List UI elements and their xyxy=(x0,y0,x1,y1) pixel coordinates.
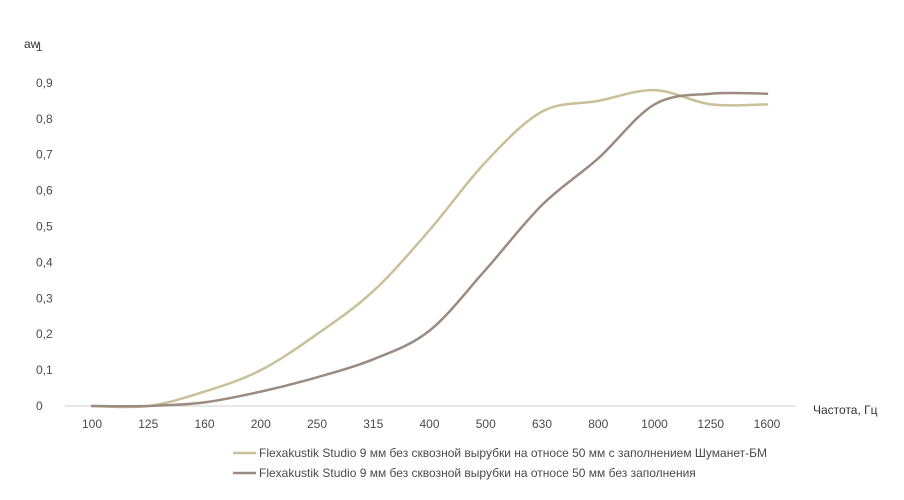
x-tick-label: 1600 xyxy=(754,417,781,431)
x-tick-label: 1250 xyxy=(697,417,724,431)
y-tick-label: 1 xyxy=(36,40,43,54)
y-axis-title: aw xyxy=(24,37,40,51)
y-tick-label: 0,2 xyxy=(36,327,53,341)
series-lines xyxy=(90,88,769,409)
y-tick-label: 0,4 xyxy=(36,255,53,269)
x-tick-labels: 100 125 160 200 250 315 400 500 630 800 1000 1250 16… xyxy=(82,417,781,431)
y-tick-label: 0,3 xyxy=(36,291,53,305)
y-tick-label: 0,5 xyxy=(36,220,53,234)
x-tick-label: 200 xyxy=(251,417,271,431)
x-tick-label: 250 xyxy=(307,417,327,431)
x-tick-label: 125 xyxy=(138,417,158,431)
x-tick-label: 630 xyxy=(532,417,552,431)
x-tick-label: 100 xyxy=(82,417,102,431)
legend-label-1: Flexakustik Studio 9 мм без сквозной выр… xyxy=(259,446,767,460)
x-tick-label: 500 xyxy=(476,417,496,431)
y-tick-label: 0,9 xyxy=(36,76,53,90)
y-tick-label: 0,7 xyxy=(36,148,53,162)
y-tick-label: 0,8 xyxy=(36,112,53,126)
x-tick-label: 1000 xyxy=(641,417,668,431)
y-tick-label: 0,6 xyxy=(36,184,53,198)
y-tick-label: 0,1 xyxy=(36,363,53,377)
y-tick-label: 0 xyxy=(36,399,43,413)
y-tick-labels: 0 0,1 0,2 0,3 0,4 0,5 0,6 0,7 0,8 0,9 1 xyxy=(36,40,53,413)
legend: Flexakustik Studio 9 мм без сквозной выр… xyxy=(233,446,767,480)
series-line-1 xyxy=(90,88,769,409)
legend-label-2: Flexakustik Studio 9 мм без сквозной выр… xyxy=(259,466,696,480)
x-tick-label: 315 xyxy=(363,417,383,431)
x-tick-label: 160 xyxy=(194,417,214,431)
series-line-2 xyxy=(90,91,769,408)
x-axis-title: Частота, Гц xyxy=(813,403,878,417)
x-tick-label: 400 xyxy=(419,417,439,431)
x-tick-label: 800 xyxy=(588,417,608,431)
